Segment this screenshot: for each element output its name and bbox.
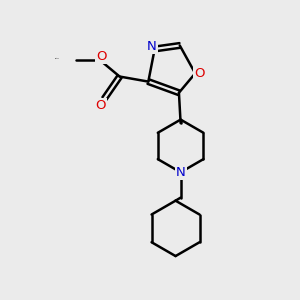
Text: O: O	[95, 99, 106, 112]
Text: O: O	[194, 67, 205, 80]
Text: O: O	[96, 50, 106, 63]
Text: N: N	[147, 40, 157, 53]
Text: N: N	[176, 166, 185, 179]
Text: methyl: methyl	[55, 57, 60, 59]
